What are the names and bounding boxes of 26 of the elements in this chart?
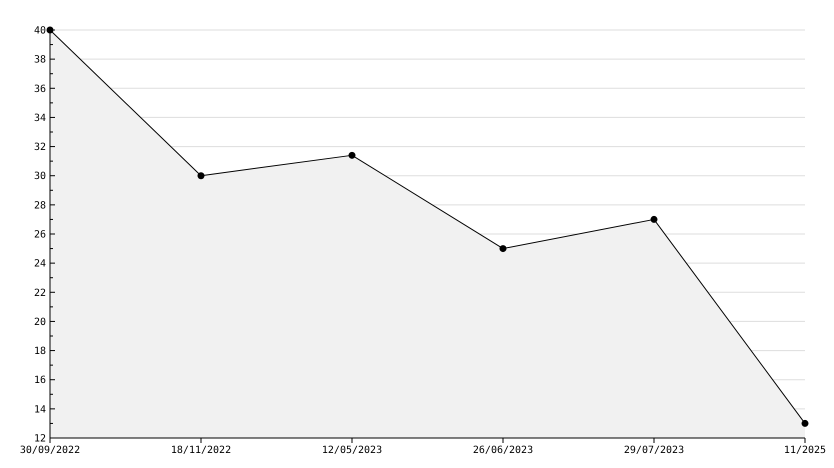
x-tick-label: 18/11/2022: [170, 445, 232, 456]
x-tick-label: 26/06/2023: [472, 445, 534, 456]
y-tick-label: 24: [34, 258, 46, 270]
y-tick-label: 18: [34, 346, 46, 358]
y-tick-label: 32: [34, 142, 46, 154]
y-tick-label: 20: [34, 316, 46, 328]
y-tick-label: 28: [34, 200, 46, 212]
y-tick-label: 30: [34, 171, 46, 182]
y-tick-label: 22: [34, 288, 46, 299]
point: [348, 152, 356, 159]
point: [802, 420, 808, 427]
y-tick-label: 34: [34, 112, 46, 124]
y-tick-label: 38: [34, 54, 46, 66]
y-tick-label: 36: [34, 84, 46, 95]
y-tick-label: 14: [34, 404, 46, 416]
y-tick-label: 40: [34, 26, 46, 36]
point: [650, 216, 658, 223]
y-tick-label: 26: [34, 230, 46, 240]
point: [500, 245, 506, 252]
x-tick-label: 11/2025: [784, 445, 826, 456]
x-tick-label: 29/07/2023: [624, 445, 684, 456]
x-tick-label: 12/05/2023: [322, 445, 382, 456]
x-tick-label: 30/09/2022: [20, 445, 80, 456]
y-tick-label: 12: [34, 434, 46, 444]
point: [198, 172, 204, 180]
y-tick-label: 16: [34, 375, 46, 386]
